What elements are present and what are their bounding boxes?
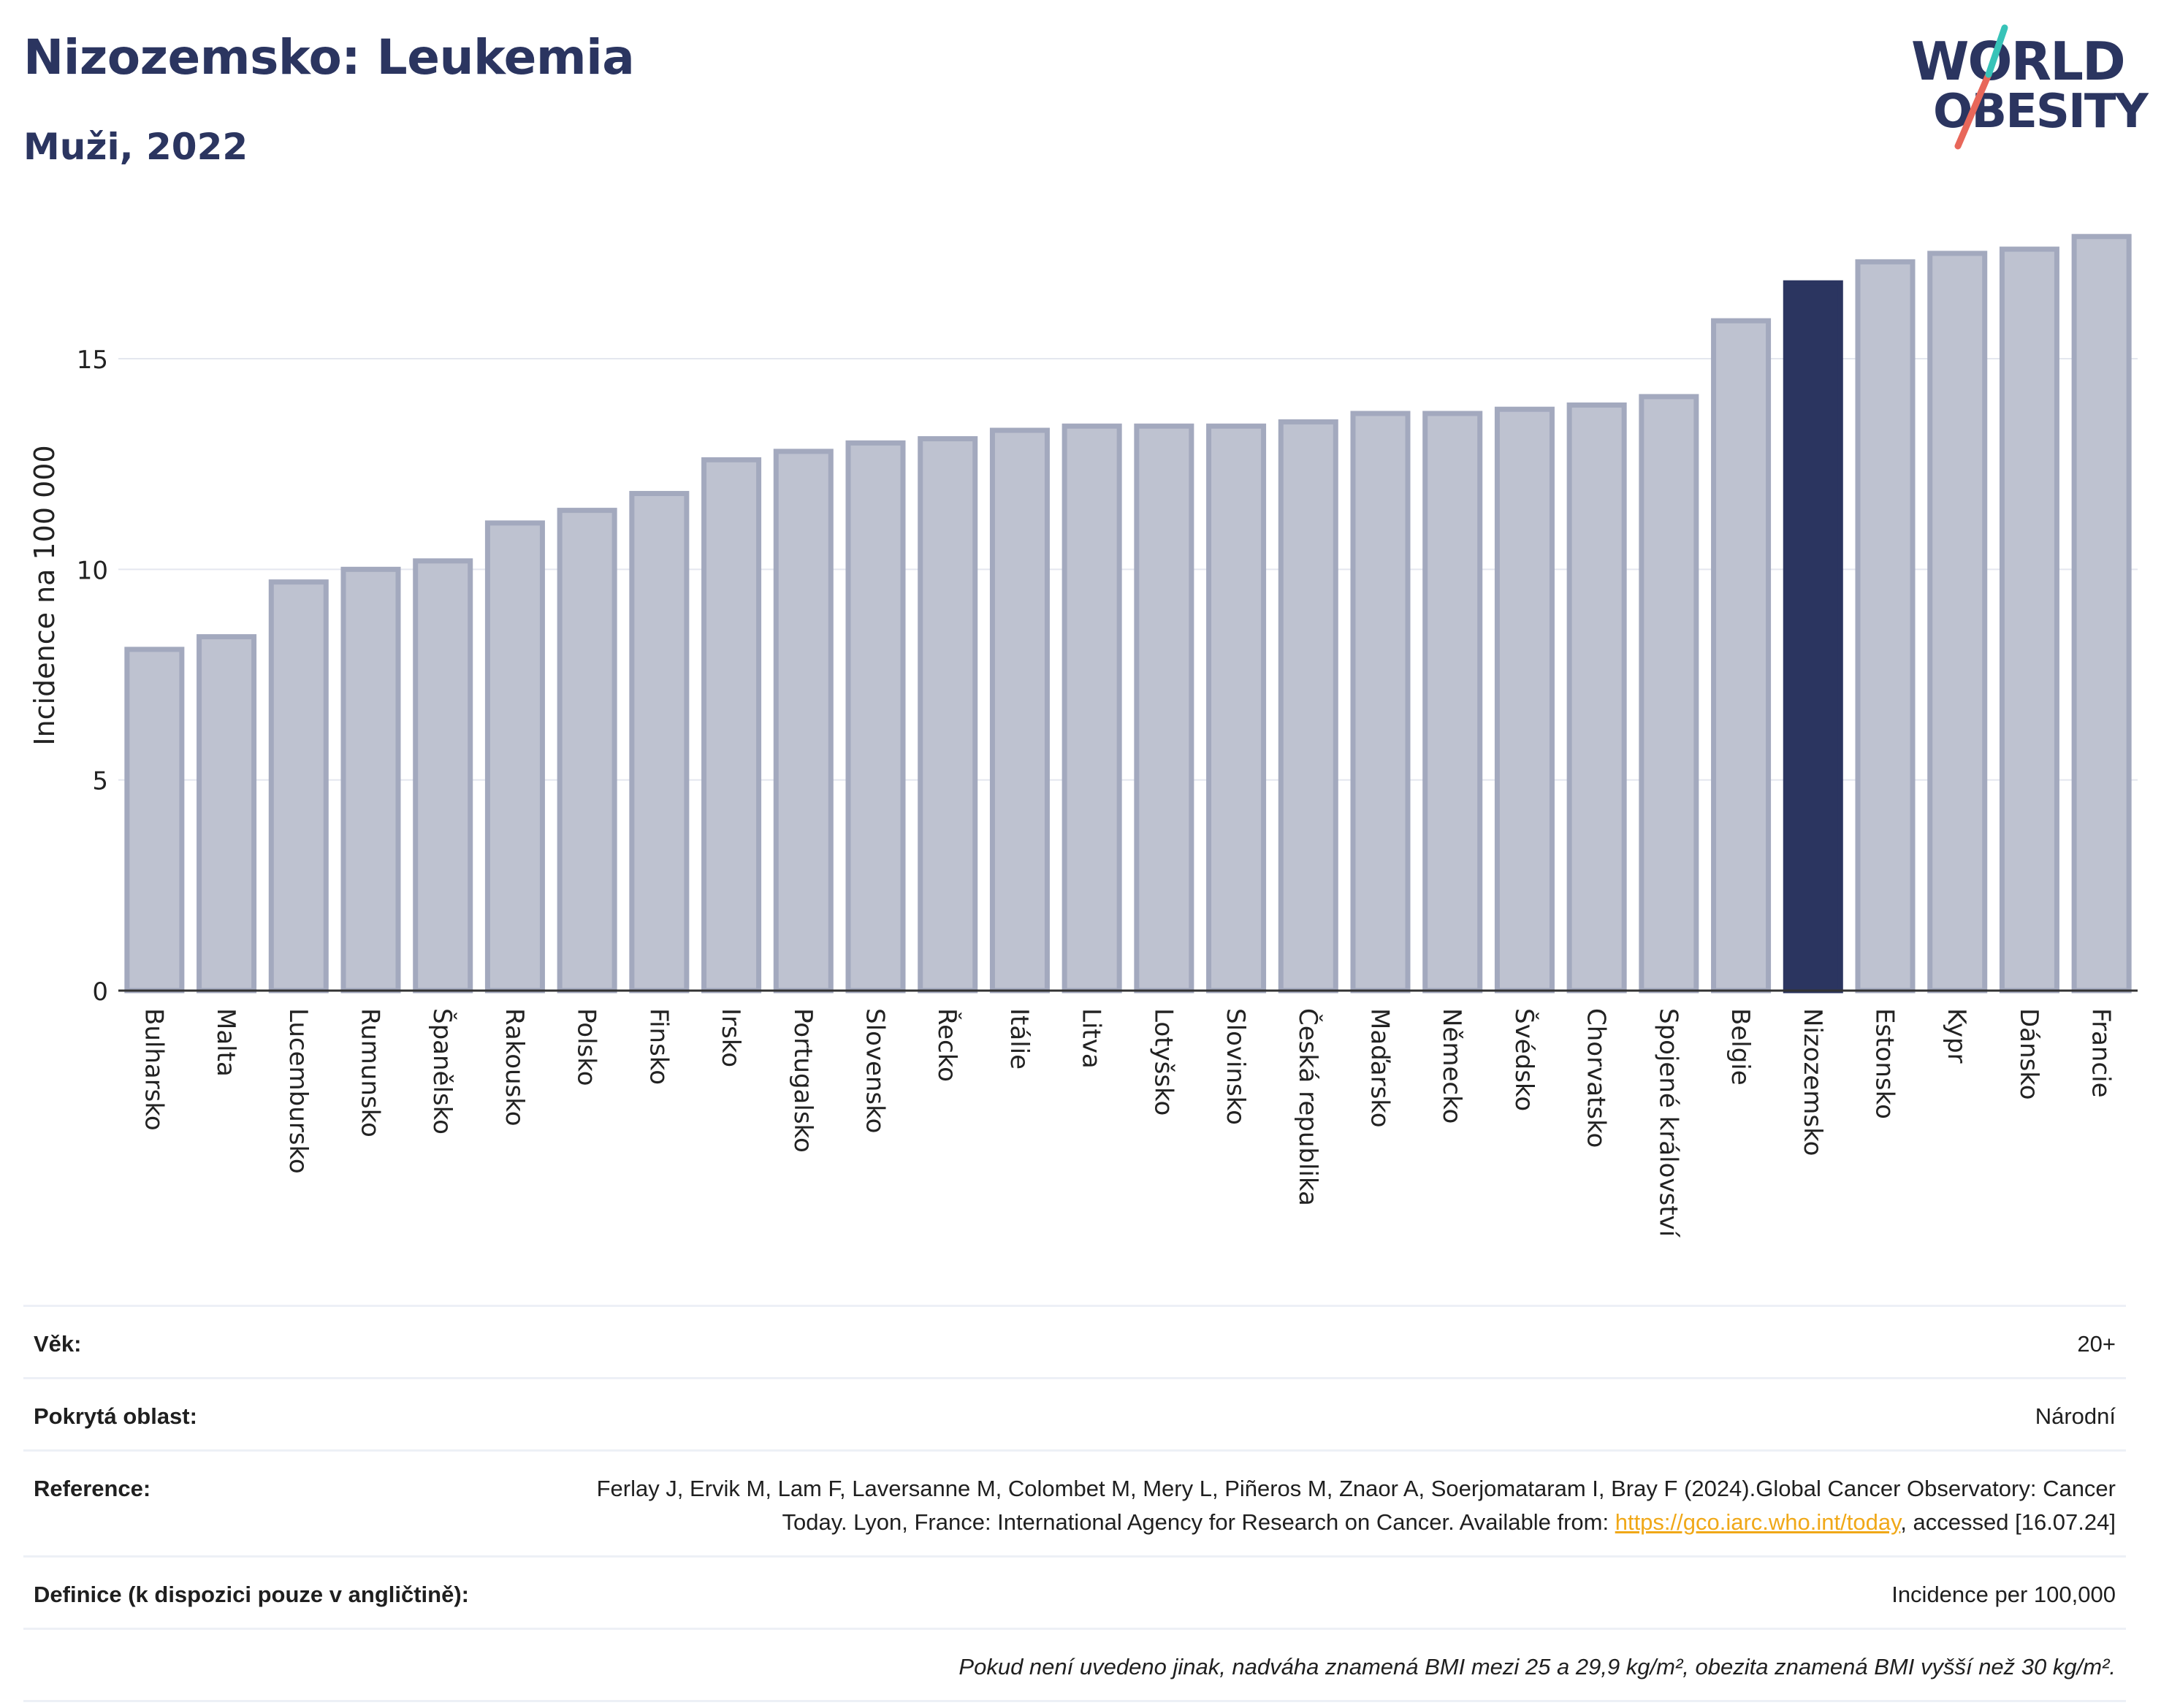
bar xyxy=(413,558,473,994)
bar xyxy=(1062,423,1122,994)
reference-label: Reference: xyxy=(34,1476,151,1501)
x-tick-label: Rumunsko xyxy=(356,1008,385,1137)
reference-text: Ferlay J, Ervik M, Lam F, Laversanne M, … xyxy=(596,1476,2116,1535)
meta-row-coverage: Pokrytá oblast: Národní xyxy=(23,1377,2126,1449)
y-tick-label: 10 xyxy=(77,556,108,585)
x-tick-label: Bulharsko xyxy=(139,1008,168,1131)
reference-accessed: , accessed [16.07.24] xyxy=(1900,1509,2116,1535)
x-tick-label: Portugalsko xyxy=(788,1008,817,1153)
meta-row-note: Pokud není uvedeno jinak, nadváha znamen… xyxy=(23,1628,2126,1702)
x-tick-label: Česká republika xyxy=(1293,1008,1323,1206)
y-tick-label: 5 xyxy=(92,767,108,796)
chart-subtitle: Muži, 2022 xyxy=(23,126,248,168)
reference-value: Ferlay J, Ervik M, Lam F, Laversanne M, … xyxy=(596,1472,2116,1539)
x-tick-label: Polsko xyxy=(572,1008,601,1086)
x-tick-label: Dánsko xyxy=(2014,1008,2043,1100)
x-tick-label: Irsko xyxy=(716,1008,745,1067)
x-tick-label: Estonsko xyxy=(1870,1008,1899,1119)
x-tick-label: Švédsko xyxy=(1509,1008,1539,1111)
bar xyxy=(773,449,834,994)
chart-title: Nizozemsko: Leukemia xyxy=(23,29,635,85)
meta-row-age: Věk: 20+ xyxy=(23,1305,2126,1377)
world-obesity-logo: WORLD OBESITY xyxy=(1899,22,2149,153)
x-tick-label: Slovensko xyxy=(861,1008,890,1133)
definition-value: Incidence per 100,000 xyxy=(1891,1582,2116,1607)
x-tick-label: Lotyšsko xyxy=(1148,1008,1178,1116)
x-tick-label: Litva xyxy=(1077,1008,1106,1069)
x-tick-label: Finsko xyxy=(644,1008,673,1085)
logo-word-obesity: OBESITY xyxy=(1933,85,2149,139)
bar xyxy=(124,647,185,994)
bar xyxy=(1350,411,1411,994)
y-tick-label: 15 xyxy=(77,346,108,375)
bar xyxy=(1639,394,1699,994)
coverage-value: Národní xyxy=(2035,1403,2116,1429)
meta-row-definition: Definice (k dispozici pouze v angličtině… xyxy=(23,1555,2126,1628)
x-tick-label: Spojené království xyxy=(1653,1008,1682,1238)
bar xyxy=(340,566,401,994)
x-tick-label: Řecko xyxy=(932,1008,962,1082)
x-tick-label: Lucembursko xyxy=(283,1008,313,1174)
x-tick-label: Maďarsko xyxy=(1365,1008,1395,1128)
x-tick-label: Španělsko xyxy=(427,1008,457,1135)
bar xyxy=(629,491,690,994)
bar xyxy=(1999,246,2059,994)
x-tick-label: Chorvatsko xyxy=(1582,1008,1611,1148)
x-tick-label: Rakousko xyxy=(500,1008,529,1126)
bar xyxy=(1855,259,1916,994)
bars xyxy=(124,234,2132,994)
definition-label: Definice (k dispozici pouze v angličtině… xyxy=(34,1582,469,1607)
x-tick-label: Slovinsko xyxy=(1221,1008,1250,1125)
meta-row-reference: Reference: Ferlay J, Ervik M, Lam F, Lav… xyxy=(23,1449,2126,1555)
x-tick-label: Malta xyxy=(211,1008,240,1077)
bar-highlight xyxy=(1783,280,1843,994)
axes: 0 5 10 15 Bulharsko Malta Lucembursko Rumunsko Š… xyxy=(77,346,2138,1238)
metadata-table: Věk: 20+ Pokrytá oblast: Národní Referen… xyxy=(23,1305,2126,1702)
bar xyxy=(484,520,545,994)
coverage-label: Pokrytá oblast: xyxy=(34,1403,197,1429)
age-label: Věk: xyxy=(34,1331,82,1357)
x-tick-label: Itálie xyxy=(1005,1008,1034,1070)
bar xyxy=(1278,419,1338,994)
bar xyxy=(989,427,1050,994)
bar xyxy=(2071,234,2132,994)
bar xyxy=(1494,406,1555,994)
bar xyxy=(268,579,329,994)
bar xyxy=(1134,423,1194,994)
y-tick-label: 0 xyxy=(92,977,108,1007)
bar xyxy=(557,508,617,994)
bar xyxy=(1711,318,1772,994)
age-value: 20+ xyxy=(2077,1331,2116,1357)
bar xyxy=(845,440,906,994)
x-tick-label: Nizozemsko xyxy=(1798,1008,1827,1156)
bar xyxy=(1927,251,1988,994)
reference-link[interactable]: https://gco.iarc.who.int/today xyxy=(1615,1509,1901,1535)
bmi-note: Pokud není uvedeno jinak, nadváha znamen… xyxy=(958,1654,2116,1680)
bar-chart: 0 5 10 15 Bulharsko Malta Lucembursko Rumunsko Š… xyxy=(28,234,2138,1238)
logo-slash-icon xyxy=(1954,24,2008,150)
bar xyxy=(701,457,762,994)
logo-word-world: WORLD xyxy=(1911,31,2126,92)
bar xyxy=(1566,402,1627,994)
bar xyxy=(918,436,978,994)
x-tick-label: Francie xyxy=(2086,1008,2116,1098)
bar xyxy=(1422,411,1483,994)
y-axis-label: Incidence na 100 000 xyxy=(28,445,61,745)
bar xyxy=(197,634,257,994)
x-tick-label: Belgie xyxy=(1726,1008,1755,1086)
x-tick-label: Kypr xyxy=(1942,1008,1971,1064)
x-tick-label: Německo xyxy=(1437,1008,1466,1124)
bar xyxy=(1206,423,1267,994)
